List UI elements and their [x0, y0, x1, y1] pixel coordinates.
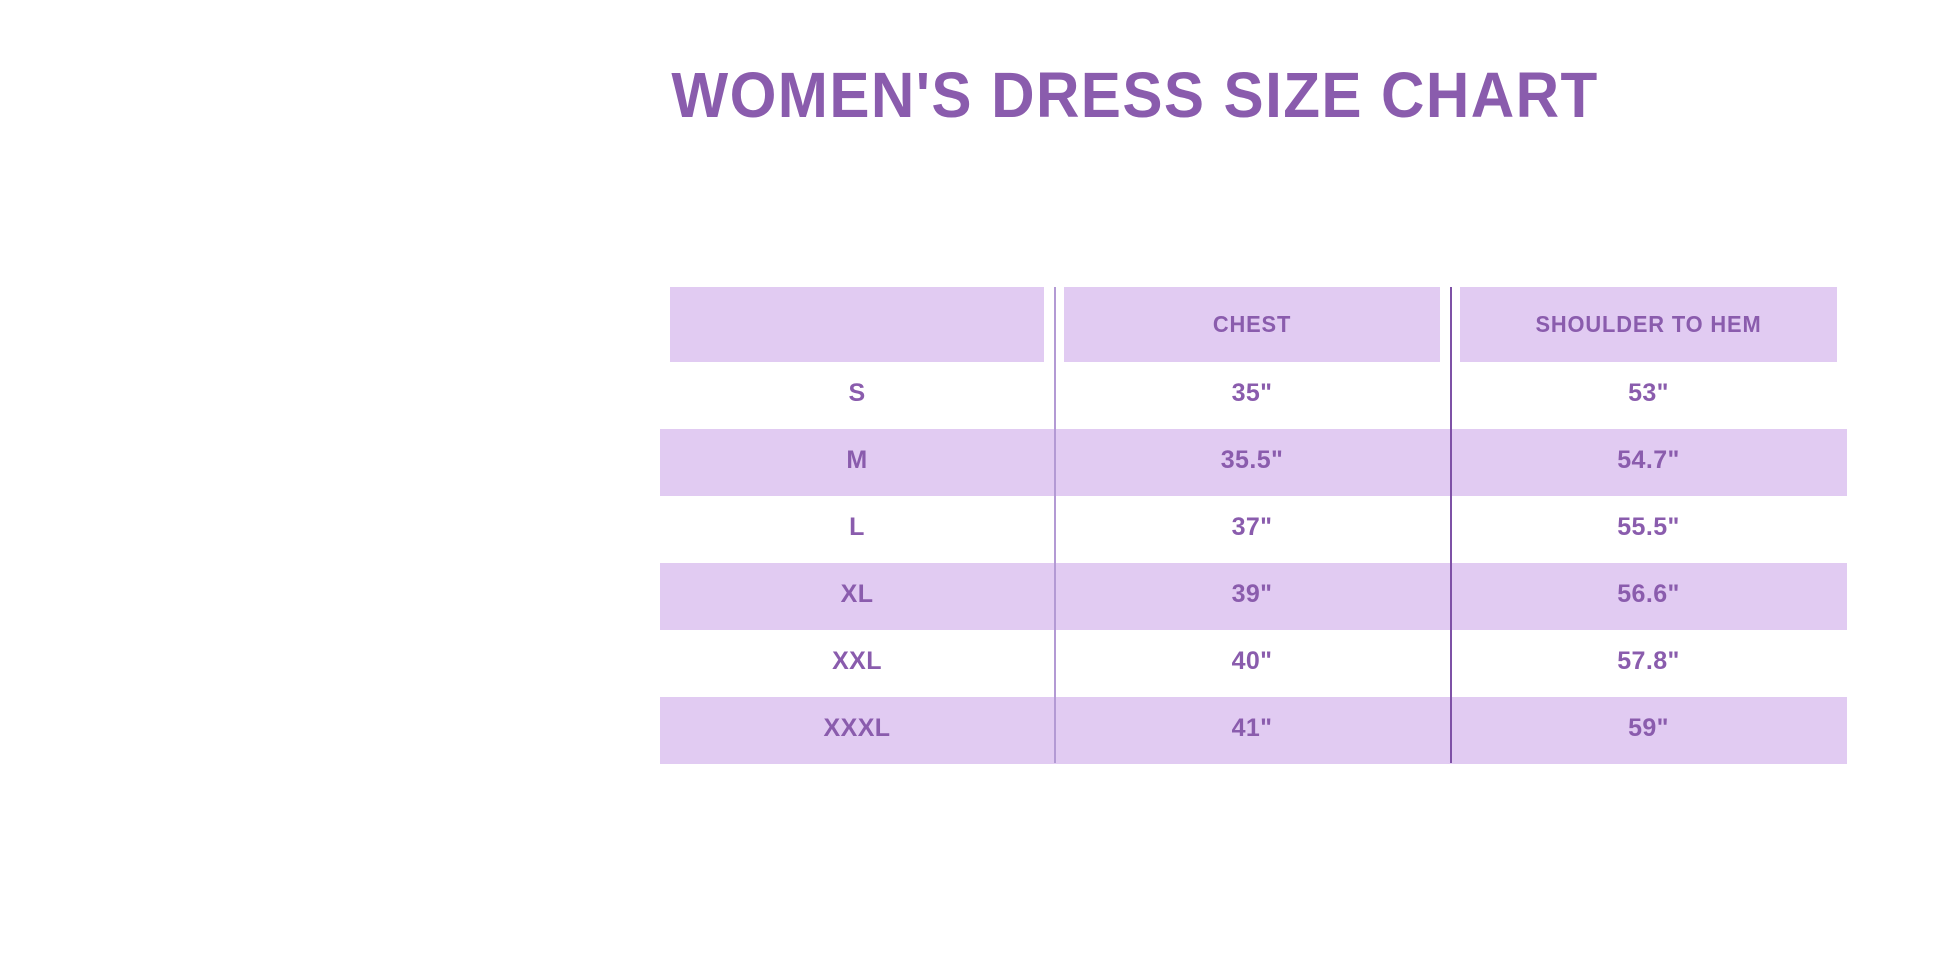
table-body: S 35" 53" M 35.5" 54.7" L 37" 55.5" XL 3…	[660, 362, 1847, 764]
cell-chest: 41"	[1054, 697, 1450, 764]
cell-size: XXXL	[660, 697, 1054, 764]
cell-shoulder-to-hem: 53"	[1450, 362, 1847, 429]
column-header-shoulder-to-hem: SHOULDER TO HEM	[1459, 287, 1838, 362]
cell-chest: 40"	[1054, 630, 1450, 697]
cell-size: S	[660, 362, 1054, 429]
table-row: S 35" 53"	[660, 362, 1847, 429]
table-row: L 37" 55.5"	[660, 496, 1847, 563]
cell-shoulder-to-hem: 59"	[1450, 697, 1847, 764]
cell-size: L	[660, 496, 1054, 563]
size-chart-table-container: CHEST SHOULDER TO HEM S 35" 53" M 35.5" …	[660, 287, 1847, 764]
table-row: XL 39" 56.6"	[660, 563, 1847, 630]
cell-chest: 39"	[1054, 563, 1450, 630]
column-header-chest: CHEST	[1063, 287, 1441, 362]
cell-size: XXL	[660, 630, 1054, 697]
cell-size: XL	[660, 563, 1054, 630]
cell-shoulder-to-hem: 57.8"	[1450, 630, 1847, 697]
table-header-row: CHEST SHOULDER TO HEM	[660, 287, 1847, 362]
table-row: M 35.5" 54.7"	[660, 429, 1847, 496]
cell-size: M	[660, 429, 1054, 496]
column-divider-right	[1450, 287, 1452, 763]
table-row: XXXL 41" 59"	[660, 697, 1847, 764]
page-title: WOMEN'S DRESS SIZE CHART	[671, 59, 1599, 131]
cell-shoulder-to-hem: 54.7"	[1450, 429, 1847, 496]
cell-chest: 35"	[1054, 362, 1450, 429]
column-divider-left	[1054, 287, 1056, 763]
cell-chest: 37"	[1054, 496, 1450, 563]
cell-chest: 35.5"	[1054, 429, 1450, 496]
table-header: CHEST SHOULDER TO HEM	[660, 287, 1847, 362]
cell-shoulder-to-hem: 56.6"	[1450, 563, 1847, 630]
table-row: XXL 40" 57.8"	[660, 630, 1847, 697]
column-header-size	[669, 287, 1045, 362]
cell-shoulder-to-hem: 55.5"	[1450, 496, 1847, 563]
size-chart-table: CHEST SHOULDER TO HEM S 35" 53" M 35.5" …	[660, 287, 1847, 764]
